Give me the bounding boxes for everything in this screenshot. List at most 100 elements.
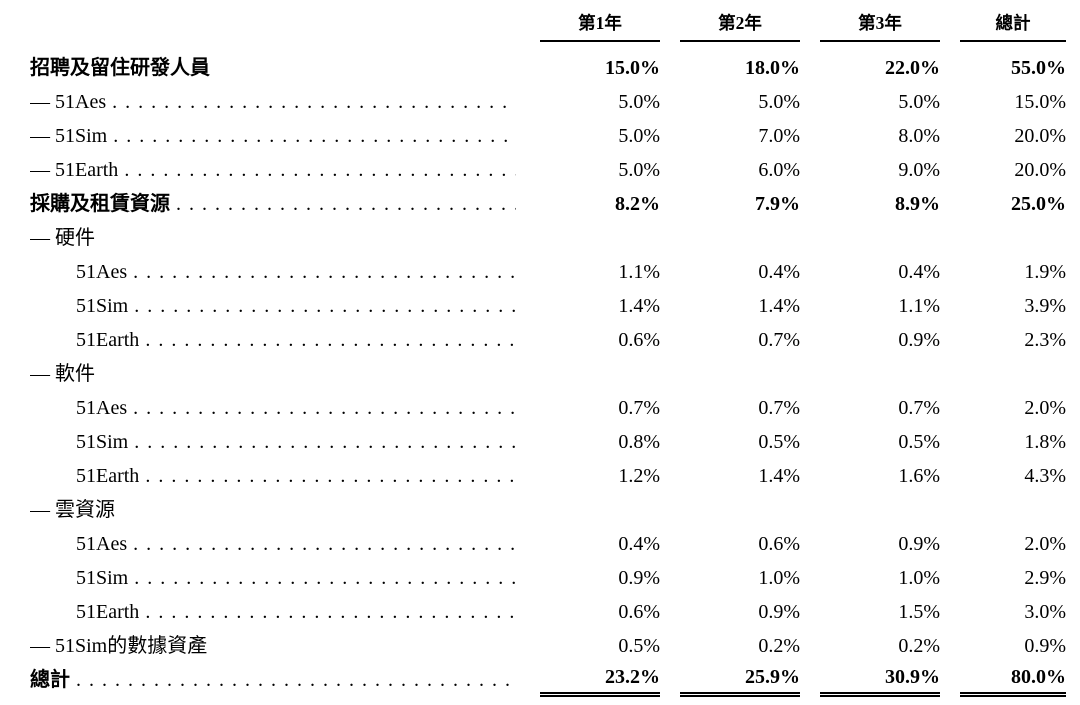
row-label-text: 採購及租賃資源 <box>30 193 170 215</box>
leader-dots <box>124 153 516 187</box>
table-row: — 硬件 <box>30 221 1066 255</box>
value-cell <box>960 493 1066 527</box>
value-cell: 0.6% <box>618 601 660 623</box>
table-row: 51Earth 0.6% 0.7% 0.9% 2.3% <box>30 323 1066 357</box>
table-row: — 雲資源 <box>30 493 1066 527</box>
value-cell: 0.9% <box>898 533 940 555</box>
value-cell: 1.6% <box>898 465 940 487</box>
row-label: — 51Sim的數據資產 <box>30 629 520 663</box>
value-cell: 0.4% <box>898 261 940 283</box>
row-label-text: 51Sim <box>76 567 129 589</box>
value-cell <box>680 221 800 255</box>
value-cell: 5.0% <box>758 91 800 113</box>
value-cell <box>540 221 660 255</box>
value-cell: 55.0% <box>1011 57 1066 79</box>
value-cell: 1.2% <box>618 465 660 487</box>
value-cell: 20.0% <box>1014 125 1066 147</box>
value-cell: 3.0% <box>1024 601 1066 623</box>
row-label-text: — 51Sim的數據資產 <box>30 635 208 657</box>
value-cell: 8.0% <box>898 125 940 147</box>
row-label: 採購及租賃資源 <box>30 187 520 221</box>
row-label-text: — 51Sim <box>30 125 108 147</box>
leader-dots <box>134 289 516 323</box>
expense-percentage-table: 第1年 第2年 第3年 總計 招聘及留住研發人員 15.0% 18.0% 22.0% 5… <box>30 10 1066 697</box>
value-cell: 0.5% <box>898 431 940 453</box>
row-label: 51Sim <box>30 289 520 323</box>
value-cell: 5.0% <box>618 125 660 147</box>
leader-dots <box>133 391 516 425</box>
value-cell: 8.9% <box>895 193 940 215</box>
value-cell: 0.6% <box>758 533 800 555</box>
row-label: 51Earth <box>30 595 520 629</box>
row-label-text: — 雲資源 <box>30 499 115 521</box>
value-cell: 0.2% <box>898 635 940 657</box>
row-label: 51Aes <box>30 255 520 289</box>
value-cell: 2.0% <box>1024 533 1066 555</box>
row-label-text: 51Earth <box>76 329 140 351</box>
row-label-text: — 51Aes <box>30 91 107 113</box>
row-label: 招聘及留住研發人員 <box>30 51 520 85</box>
value-cell <box>680 357 800 391</box>
value-cell: 0.4% <box>758 261 800 283</box>
leader-dots <box>134 561 516 595</box>
value-cell: 0.7% <box>758 329 800 351</box>
value-cell: 1.1% <box>618 261 660 283</box>
leader-dots <box>113 119 516 153</box>
row-label: 51Earth <box>30 459 520 493</box>
value-cell: 6.0% <box>758 159 800 181</box>
value-cell <box>820 493 940 527</box>
leader-dots <box>145 323 516 357</box>
row-label: 51Aes <box>30 391 520 425</box>
value-cell: 18.0% <box>745 57 800 79</box>
row-label-text: 總計 <box>30 669 70 691</box>
leader-dots <box>145 459 516 493</box>
value-cell: 0.5% <box>758 431 800 453</box>
row-label-text: — 51Earth <box>30 159 119 181</box>
header-spacer <box>30 10 520 42</box>
row-label: 51Sim <box>30 561 520 595</box>
value-cell: 0.9% <box>898 329 940 351</box>
table-row: — 51Aes 5.0% 5.0% 5.0% 15.0% <box>30 85 1066 119</box>
row-label: 總計 <box>30 663 520 697</box>
value-cell: 1.9% <box>1024 261 1066 283</box>
value-cell: 7.0% <box>758 125 800 147</box>
table-row: — 51Earth 5.0% 6.0% 9.0% 20.0% <box>30 153 1066 187</box>
row-label: — 51Aes <box>30 85 520 119</box>
leader-dots <box>134 425 516 459</box>
value-cell: 23.2% <box>540 663 660 697</box>
leader-dots <box>76 663 516 697</box>
row-label-text: — 硬件 <box>30 227 95 249</box>
value-cell: 1.1% <box>898 295 940 317</box>
value-cell: 30.9% <box>820 663 940 697</box>
value-cell: 22.0% <box>885 57 940 79</box>
value-cell: 1.0% <box>898 567 940 589</box>
table-row: 51Sim 0.8% 0.5% 0.5% 1.8% <box>30 425 1066 459</box>
row-label-text: 51Earth <box>76 601 140 623</box>
value-cell: 0.5% <box>618 635 660 657</box>
leader-dots <box>176 187 516 221</box>
value-cell: 5.0% <box>618 159 660 181</box>
row-label: 51Earth <box>30 323 520 357</box>
leader-dots <box>133 527 516 561</box>
value-cell <box>540 357 660 391</box>
row-label: — 51Earth <box>30 153 520 187</box>
row-label-text: 51Sim <box>76 431 129 453</box>
value-cell: 0.9% <box>618 567 660 589</box>
value-cell: 25.0% <box>1011 193 1066 215</box>
table-row: — 51Sim的數據資產 0.5% 0.2% 0.2% 0.9% <box>30 629 1066 663</box>
row-label-text: 51Sim <box>76 295 129 317</box>
value-cell: 0.7% <box>898 397 940 419</box>
table-row: 51Aes 1.1% 0.4% 0.4% 1.9% <box>30 255 1066 289</box>
value-cell: 8.2% <box>615 193 660 215</box>
value-cell <box>540 493 660 527</box>
value-cell: 0.9% <box>758 601 800 623</box>
table-body: 招聘及留住研發人員 15.0% 18.0% 22.0% 55.0% — 51Aes 5.0%… <box>30 51 1066 697</box>
row-label-text: 51Aes <box>76 397 128 419</box>
value-cell: 0.4% <box>618 533 660 555</box>
value-cell: 0.2% <box>758 635 800 657</box>
value-cell: 0.7% <box>618 397 660 419</box>
value-cell: 2.3% <box>1024 329 1066 351</box>
value-cell: 2.0% <box>1024 397 1066 419</box>
value-cell: 1.0% <box>758 567 800 589</box>
